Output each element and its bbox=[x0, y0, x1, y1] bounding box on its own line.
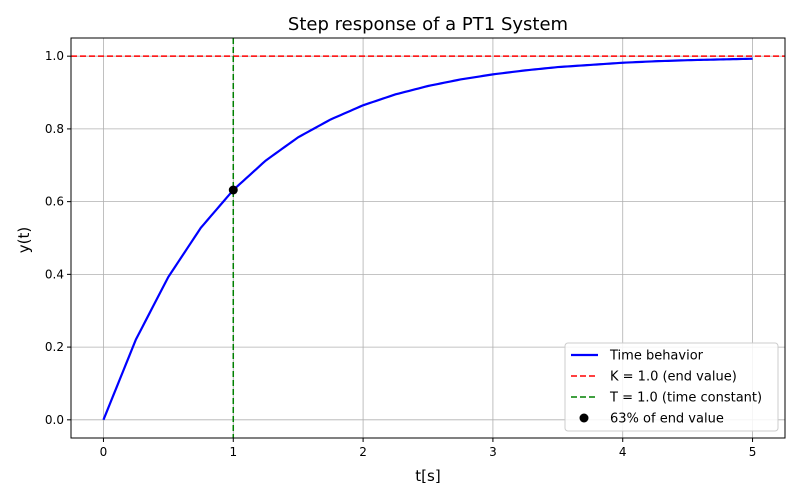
ticks: 0 1 2 3 4 5 0.0 0.2 0.4 0.6 0.8 1.0 bbox=[45, 49, 756, 459]
legend-label: Time behavior bbox=[609, 349, 704, 364]
y-tick-label: 0.2 bbox=[45, 340, 64, 354]
point-63-percent bbox=[228, 185, 238, 195]
y-tick-label: 0.0 bbox=[45, 413, 64, 427]
legend-swatch-63-percent bbox=[579, 413, 589, 423]
x-tick-label: 4 bbox=[619, 445, 627, 459]
x-tick-label: 1 bbox=[229, 445, 237, 459]
series-time-behavior-line bbox=[102, 57, 753, 421]
legend-box bbox=[564, 342, 779, 432]
x-tick-label: 0 bbox=[100, 445, 108, 459]
legend-label: T = 1.0 (time constant) bbox=[609, 391, 762, 406]
y-tick-label: 1.0 bbox=[45, 49, 64, 63]
y-axis-label: y(t) bbox=[15, 227, 33, 253]
plot-lines bbox=[71, 38, 785, 438]
y-tick-label: 0.8 bbox=[45, 122, 64, 136]
legend-label: K = 1.0 (end value) bbox=[610, 370, 737, 385]
y-tick-label: 0.4 bbox=[45, 267, 64, 281]
plot-frame bbox=[70, 37, 786, 439]
x-axis-label: t[s] bbox=[415, 467, 440, 485]
y-tick-label: 0.6 bbox=[45, 195, 64, 209]
x-tick-label: 2 bbox=[359, 445, 367, 459]
legend-label: 63% of end value bbox=[610, 412, 724, 427]
legend: Time behavior K = 1.0 (end value) T = 1.0 … bbox=[564, 342, 779, 432]
x-tick-label: 3 bbox=[489, 445, 497, 459]
x-tick-label: 5 bbox=[749, 445, 757, 459]
chart-title: Step response of a PT1 System bbox=[288, 14, 568, 35]
